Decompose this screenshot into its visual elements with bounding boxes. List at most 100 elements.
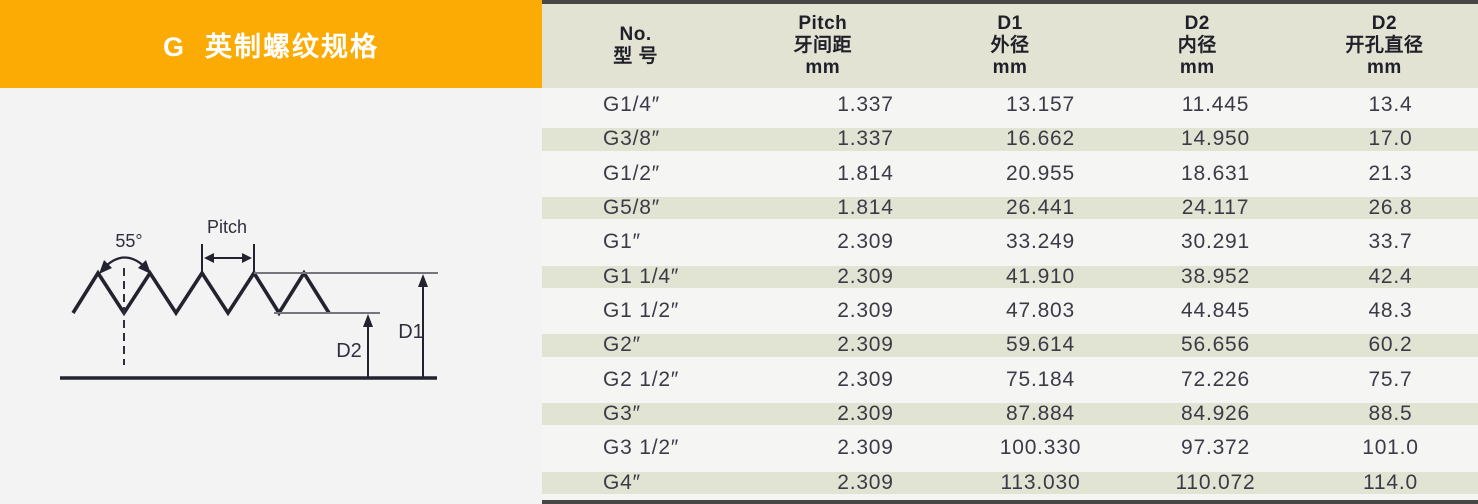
value-cell: 84.926 <box>1180 402 1251 426</box>
header-model: No. 型 号 <box>542 4 729 88</box>
header-line: No. <box>619 24 652 45</box>
value-cell: 38.952 <box>1180 264 1251 288</box>
value-cell: 33.249 <box>1005 230 1076 254</box>
table-row: G4″ 2.309 113.030 110.072 114.0 <box>542 465 1478 500</box>
model-cell: G4″ <box>603 470 641 494</box>
section-title: G 英制螺纹规格 <box>162 31 379 62</box>
value-cell: 75.184 <box>1005 367 1076 391</box>
value-cell: 11.445 <box>1181 93 1250 117</box>
left-panel: G 英制螺纹规格 55° Pitch <box>0 0 542 504</box>
value-cell: 59.614 <box>1005 333 1076 357</box>
pitch-arrowhead-right <box>242 253 252 263</box>
header-line: mm <box>1367 57 1402 78</box>
value-cell: 1.337 <box>837 127 894 151</box>
value-cell: 110.072 <box>1175 470 1256 494</box>
value-cell: 100.330 <box>999 436 1082 460</box>
header-line: D1 <box>997 13 1023 34</box>
header-d2-inner: D2 内径 mm <box>1104 4 1291 88</box>
spec-table: No. 型 号 Pitch 牙间距 mm D1 外径 mm D2 内径 mm D… <box>542 0 1478 504</box>
value-cell: 14.950 <box>1180 127 1251 151</box>
model-cell: G3″ <box>603 402 641 426</box>
value-cell: 44.845 <box>1180 299 1251 323</box>
header-line: mm <box>1179 57 1215 78</box>
header-line: 型 号 <box>613 46 658 67</box>
table-row: G1/4″ 1.337 13.157 11.445 13.4 <box>542 88 1478 123</box>
model-cell: G3 1/2″ <box>603 436 680 460</box>
value-cell: 97.372 <box>1180 436 1251 460</box>
model-cell: G1″ <box>603 230 641 254</box>
value-cell: 114.0 <box>1363 470 1418 494</box>
thread-profile-diagram: 55° Pitch D2 D1 <box>60 217 438 380</box>
header-line: Pitch <box>798 13 848 34</box>
thread-zigzag <box>71 269 331 317</box>
value-cell: 1.814 <box>837 161 894 185</box>
value-cell: 88.5 <box>1368 402 1413 426</box>
model-cell: G1 1/2″ <box>603 299 680 323</box>
table-header-row: No. 型 号 Pitch 牙间距 mm D1 外径 mm D2 内径 mm D… <box>542 4 1478 88</box>
value-cell: 2.309 <box>837 470 894 494</box>
value-cell: 41.910 <box>1005 264 1076 288</box>
value-cell: 2.309 <box>837 299 894 323</box>
value-cell: 48.3 <box>1368 299 1413 323</box>
d1-arrowhead <box>418 274 428 287</box>
value-cell: 2.309 <box>837 402 894 426</box>
value-cell: 2.309 <box>837 367 894 391</box>
model-cell: G1/2″ <box>603 161 660 185</box>
section-banner: G 英制螺纹规格 <box>0 0 542 88</box>
table-row: G2 1/2″ 2.309 75.184 72.226 75.7 <box>542 362 1478 397</box>
header-pitch: Pitch 牙间距 mm <box>729 4 916 88</box>
model-cell: G2″ <box>603 333 641 357</box>
value-cell: 21.3 <box>1368 161 1413 185</box>
header-line: mm <box>992 57 1028 78</box>
value-cell: 26.8 <box>1368 196 1413 220</box>
header-line: 外径 <box>990 35 1030 56</box>
model-cell: G1/4″ <box>603 93 660 117</box>
value-cell: 42.4 <box>1368 264 1413 288</box>
value-cell: 13.4 <box>1368 93 1413 117</box>
table-row: G1″ 2.309 33.249 30.291 33.7 <box>542 225 1478 260</box>
header-line: D2 <box>1371 13 1398 34</box>
model-cell: G2 1/2″ <box>603 367 680 391</box>
table-row: G1/2″ 1.814 20.955 18.631 21.3 <box>542 156 1478 191</box>
table-row: G3/8″ 1.337 16.662 14.950 17.0 <box>542 122 1478 157</box>
d2-label: D2 <box>336 340 362 362</box>
value-cell: 1.814 <box>837 196 894 220</box>
value-cell: 56.656 <box>1180 333 1251 357</box>
value-cell: 87.884 <box>1005 402 1076 426</box>
angle-arc-arrowhead-right <box>138 260 151 274</box>
table-row: G1 1/2″ 2.309 47.803 44.845 48.3 <box>542 293 1478 329</box>
header-d2-hole: D2 开孔直径 mm <box>1291 4 1478 88</box>
table-row: G3 1/2″ 2.309 100.330 97.372 101.0 <box>542 431 1478 466</box>
table-row: G2″ 2.309 59.614 56.656 60.2 <box>542 328 1478 363</box>
value-cell: 33.7 <box>1368 230 1413 254</box>
model-cell: G3/8″ <box>603 127 660 151</box>
value-cell: 47.803 <box>1005 299 1076 323</box>
value-cell: 26.441 <box>1005 196 1076 220</box>
pitch-arrowhead-left <box>204 253 214 263</box>
angle-arc-arrowhead-left <box>99 260 112 274</box>
header-line: 牙间距 <box>793 35 853 56</box>
header-d1-outer: D1 外径 mm <box>916 4 1103 88</box>
model-cell: G1 1/4″ <box>603 264 680 288</box>
value-cell: 20.955 <box>1005 161 1076 185</box>
header-line: 开孔直径 <box>1345 35 1424 56</box>
table-row: G1 1/4″ 2.309 41.910 38.952 42.4 <box>542 259 1478 294</box>
value-cell: 2.309 <box>837 436 894 460</box>
value-cell: 18.631 <box>1180 161 1251 185</box>
value-cell: 16.662 <box>1005 127 1076 151</box>
value-cell: 101.0 <box>1362 436 1419 460</box>
d1-label: D1 <box>398 321 424 343</box>
value-cell: 72.226 <box>1180 367 1251 391</box>
value-cell: 2.309 <box>837 230 894 254</box>
table-row: G5/8″ 1.814 26.441 24.117 26.8 <box>542 190 1478 226</box>
value-cell: 30.291 <box>1180 230 1251 254</box>
value-cell: 2.309 <box>837 333 894 357</box>
value-cell: 1.337 <box>837 93 894 117</box>
value-cell: 75.7 <box>1368 367 1413 391</box>
value-cell: 17.0 <box>1368 127 1413 151</box>
d2-arrowhead <box>363 314 373 327</box>
model-cell: G5/8″ <box>603 196 660 220</box>
header-line: D2 <box>1184 13 1210 34</box>
value-cell: 113.030 <box>1000 470 1081 494</box>
